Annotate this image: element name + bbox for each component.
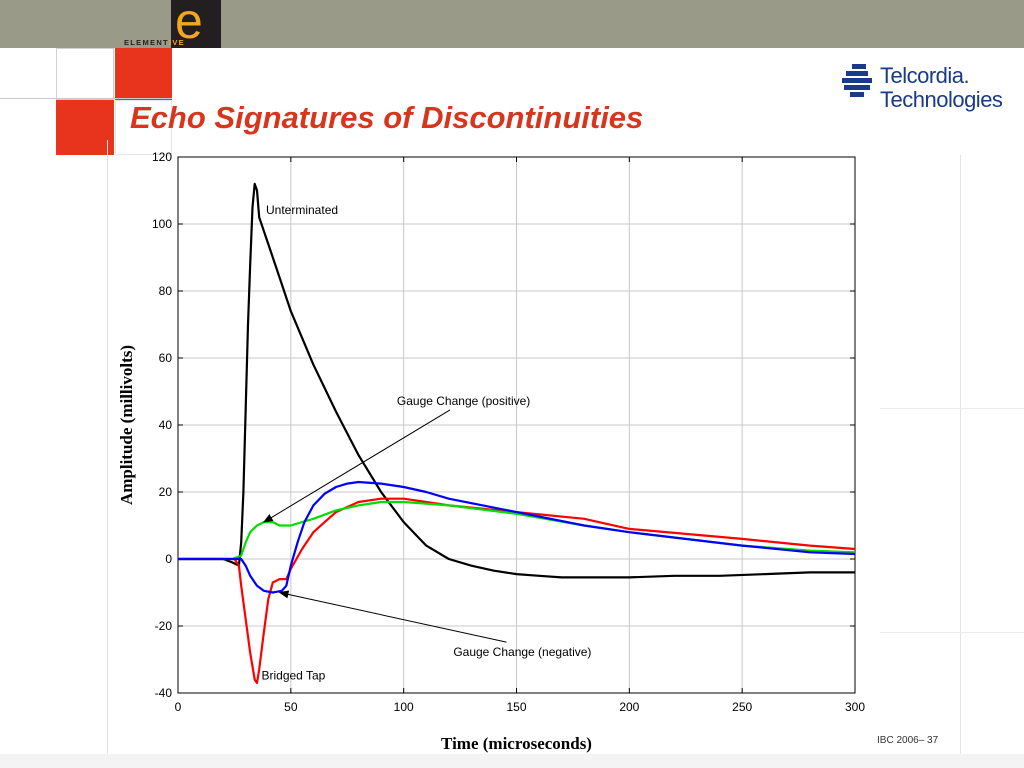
x-tick-label: 250 <box>732 700 752 714</box>
y-tick-label: 40 <box>159 418 173 432</box>
x-tick-label: 150 <box>506 700 526 714</box>
x-tick-label: 100 <box>394 700 414 714</box>
brand-name: Telcordia. Technologies <box>880 63 1003 112</box>
annotations: Unterminated Gauge Change (positive) Bridg… <box>261 203 591 683</box>
annotation-label: Gauge Change (positive) <box>397 394 530 408</box>
deco-line <box>880 632 1024 633</box>
deco-line <box>880 408 1024 409</box>
telcordia-mark-icon <box>842 64 872 97</box>
deco-line <box>960 155 961 755</box>
annotation-arrow <box>262 409 451 523</box>
top-banner <box>0 0 1024 48</box>
slide-footer: IBC 2006– 37 <box>877 735 939 746</box>
y-tick-label: 0 <box>165 552 172 566</box>
deco-square-white <box>115 100 172 155</box>
deco-square-red <box>56 100 114 155</box>
deco-line <box>107 140 108 768</box>
telcordia-logo: Telcordia. Technologies <box>842 62 1012 118</box>
x-tick-label: 50 <box>284 700 298 714</box>
annotation-arrow <box>278 590 507 643</box>
y-tick-label: 80 <box>159 284 173 298</box>
footer-strip <box>0 754 1024 768</box>
y-tick-label: 120 <box>152 150 172 164</box>
series <box>178 182 856 685</box>
deco-line <box>0 98 172 99</box>
y-tick-label: 100 <box>152 217 172 231</box>
y-tick-label: -20 <box>155 619 173 633</box>
y-axis-title: Amplitude (millivolts) <box>117 345 136 505</box>
annotation-label: Unterminated <box>266 203 338 217</box>
deco-square-red <box>115 48 172 100</box>
series-line <box>178 182 855 579</box>
series-line <box>178 480 856 594</box>
y-tick-label: -40 <box>155 686 173 700</box>
annotation-label: Gauge Change (negative) <box>453 645 591 659</box>
y-tick-label: 60 <box>159 351 173 365</box>
logo-letter: e <box>175 0 203 49</box>
slide-title: Echo Signatures of Discontinuities <box>130 100 644 135</box>
x-tick-label: 300 <box>845 700 865 714</box>
grid <box>177 156 856 694</box>
x-tick-label: 200 <box>619 700 639 714</box>
x-axis-title: Time (microseconds) <box>441 734 592 753</box>
elementive-logo: e <box>171 0 221 49</box>
axis-ticks: 0 50 100 150 200 250 300 -40 -20 0 20 40 60 80 100 120 <box>152 150 865 714</box>
x-tick-label: 0 <box>175 700 182 714</box>
elementive-wordmark: ELEMENTIVE <box>124 38 185 47</box>
annotation-label: Bridged Tap <box>261 669 325 683</box>
deco-square-white <box>56 48 114 100</box>
y-tick-label: 20 <box>159 485 173 499</box>
